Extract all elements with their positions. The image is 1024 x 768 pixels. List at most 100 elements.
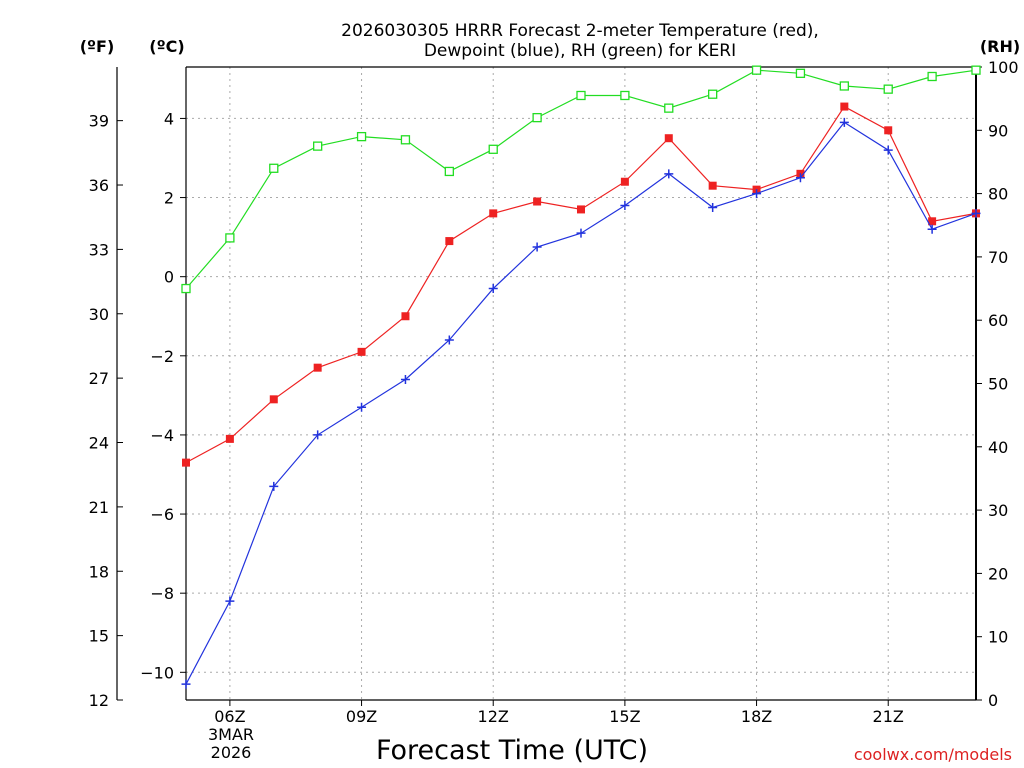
temperature-point [533,197,542,206]
fahrenheit-tick-label: 36 [89,176,109,195]
dewpoint-point [664,169,674,179]
chart-title-line-1: 2026030305 HRRR Forecast 2-meter Tempera… [341,21,819,41]
celsius-tick-label: −10 [140,663,174,682]
dewpoint-point [225,596,235,606]
dewpoint-point [444,335,454,345]
x-tick-label: 12Z [478,707,509,726]
rh-point [400,135,411,145]
dewpoint-point [269,481,279,491]
dewpoint-point [752,189,762,199]
rh-point [532,112,542,123]
temperature-point [840,102,849,111]
temperature-point [445,237,454,246]
rh-point [971,65,981,75]
rh-tick-label: 20 [988,564,1008,583]
temperature-point [664,134,673,143]
rh-tick-label: 70 [988,248,1008,267]
dewpoint-point [839,117,849,127]
celsius-unit-label: (ºC) [149,37,184,56]
rh-tick-label: 40 [988,438,1008,457]
dewpoint-point [357,402,367,412]
dewpoint-point [400,375,410,385]
x-axis-title: Forecast Time (UTC) [376,735,648,766]
x-tick-label: 21Z [873,707,904,726]
temperature-point [401,312,410,321]
series-layer [181,65,981,689]
fahrenheit-tick-label: 12 [89,691,109,710]
date-label-line-2: 2026 [211,743,252,762]
rh-point [927,71,937,82]
temperature-point [489,209,498,218]
rh-tick-label: 60 [988,311,1008,330]
x-tick-label: 18Z [741,707,772,726]
dewpoint-point [971,208,981,218]
dewpoint-point [620,200,630,210]
rh-tick-label: 90 [988,121,1008,140]
x-tick-label: 06Z [214,707,245,726]
rh-point [751,65,762,75]
rh-tick-label: 80 [988,185,1008,204]
rh-point [225,233,235,243]
fahrenheit-tick-label: 39 [89,112,109,131]
dewpoint-point [181,679,191,689]
fahrenheit-unit-label: (ºF) [80,37,115,56]
axes: 06Z 09Z 12Z 15Z 18Z 21Z420−2−4−6−8−1039363330… [89,58,1019,726]
celsius-tick-label: 2 [164,189,174,208]
celsius-tick-label: −2 [150,347,174,366]
dewpoint-point [708,202,718,212]
date-label-line-1: 3MAR [208,725,254,744]
dewpoint-point [795,173,805,183]
rh-point [313,141,323,151]
rh-point [795,68,806,78]
temperature-point [182,458,190,467]
rh-tick-label: 50 [988,375,1008,394]
rh-tick-label: 10 [988,628,1008,647]
temperature-point [620,177,629,186]
credit-text[interactable]: coolwx.com/models [854,745,1012,764]
celsius-tick-label: 0 [164,268,174,287]
celsius-tick-label: −4 [150,426,174,445]
celsius-tick-label: 4 [164,109,174,128]
rh-point [576,90,586,101]
dewpoint-point [532,242,542,252]
gridlines [186,67,976,700]
rh-tick-label: 100 [988,58,1019,77]
dewpoint-point [576,228,586,238]
rh-point [664,103,674,113]
rh-point [181,283,191,294]
rh-unit-label: (RH) [980,37,1020,56]
temperature-point [884,126,893,135]
fahrenheit-tick-label: 27 [89,369,109,388]
rh-point [839,81,849,91]
temperature-line [185,105,977,464]
celsius-tick-label: −8 [150,584,174,603]
fahrenheit-tick-label: 15 [89,627,109,646]
chart-title-line-2: Dewpoint (blue), RH (green) for KERI [424,41,736,61]
rh-point [620,90,630,101]
dewpoint-point [313,430,323,440]
fahrenheit-tick-label: 21 [89,498,109,517]
rh-point [883,84,893,94]
temperature-point [357,347,366,356]
x-tick-label: 09Z [346,707,377,726]
fahrenheit-tick-label: 24 [89,434,109,453]
temperature-point [269,395,278,404]
fahrenheit-tick-label: 30 [89,305,109,324]
fahrenheit-tick-label: 18 [89,562,109,581]
rh-point [356,131,367,142]
rh-point [269,163,279,173]
rh-point [708,89,718,99]
temperature-point [928,217,937,226]
celsius-tick-label: −6 [150,505,174,524]
temperature-point [577,205,585,214]
rh-line [185,69,977,289]
dewpoint-point [488,284,498,294]
dewpoint-point [883,145,893,155]
rh-point [444,166,454,177]
temperature-point [708,181,717,190]
rh-point [488,144,498,154]
temperature-point [313,363,322,372]
rh-tick-label: 30 [988,501,1008,520]
temperature-point [225,434,234,443]
